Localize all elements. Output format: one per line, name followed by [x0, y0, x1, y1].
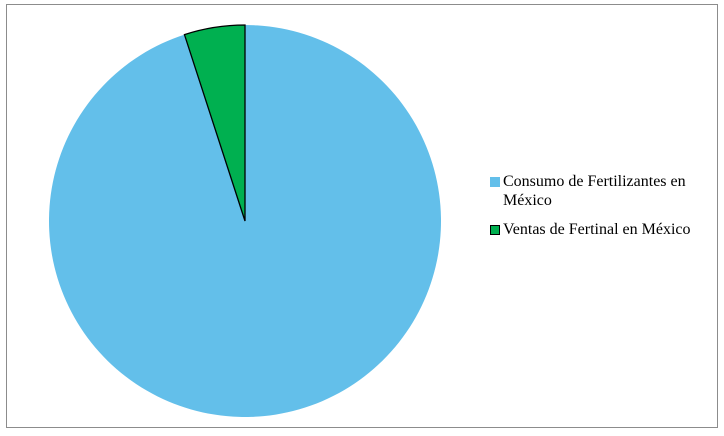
legend-item-consumo: Consumo de Fertilizantes en México [490, 172, 710, 210]
legend-label-consumo: Consumo de Fertilizantes en México [503, 173, 686, 209]
legend-label-ventas: Ventas de Fertinal en México [503, 221, 691, 238]
legend: Consumo de Fertilizantes en México Venta… [490, 172, 710, 249]
legend-swatch-consumo [490, 177, 500, 187]
legend-item-ventas: Ventas de Fertinal en México [490, 220, 710, 239]
pie-slice-ventas [183, 24, 246, 222]
legend-swatch-ventas [490, 225, 500, 235]
